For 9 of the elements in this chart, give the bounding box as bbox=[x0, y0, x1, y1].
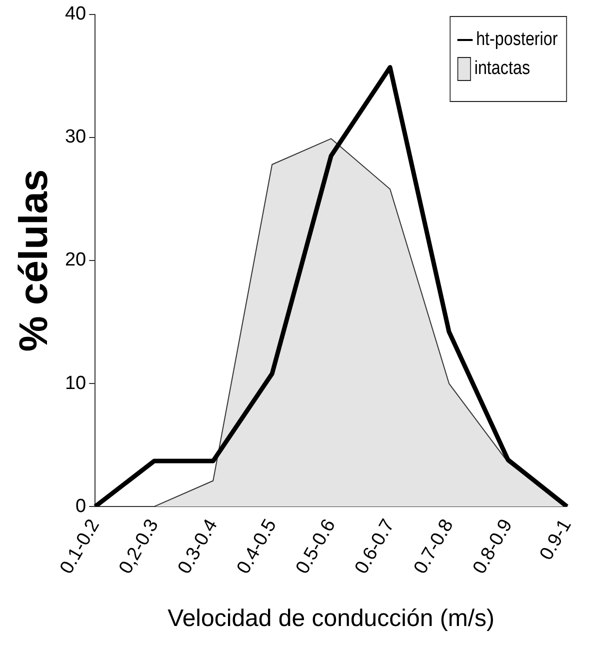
y-tick-label: 40 bbox=[64, 4, 86, 25]
y-tick-label: 30 bbox=[64, 126, 86, 148]
y-tick-label: 0 bbox=[76, 496, 86, 517]
y-tick-label: 10 bbox=[64, 372, 86, 394]
legend-label: intactas bbox=[474, 58, 530, 80]
legend-label: ht-posterior bbox=[476, 29, 558, 52]
y-axis-title: % células bbox=[12, 169, 56, 352]
y-tick-label: 20 bbox=[64, 250, 86, 271]
x-axis-title: Velocidad de conducción (m/s) bbox=[168, 605, 494, 632]
